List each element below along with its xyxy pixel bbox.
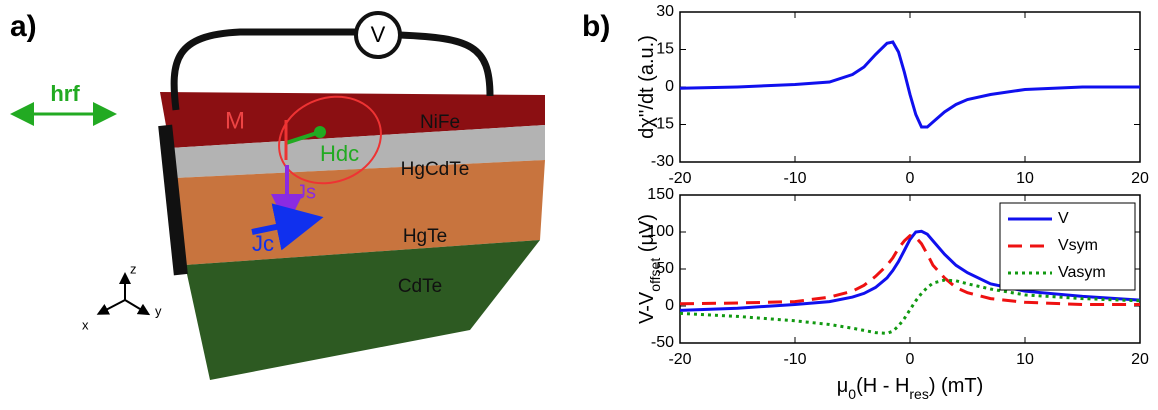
y-tick-label: -30 [651,153,674,170]
layer-label: CdTe [398,276,442,297]
hdc-label: Hdc [320,141,359,166]
y-tick-label: 30 [656,3,674,20]
x-tick-label: 0 [906,170,915,187]
label-part: (μV) [636,214,658,258]
jc-label: Jc [252,231,274,256]
layer-label: HgTe [403,226,447,247]
subscript: res [909,386,928,402]
x-tick-label: 20 [1131,170,1149,187]
y-tick-label: 15 [656,41,674,58]
legend-label: V [1058,210,1069,227]
axes-triad [102,278,145,312]
page: {"panel_a": {"label": "a)", "voltmeter":… [0,0,1158,410]
y-tick-label: 0 [665,297,674,314]
label-part: (H - H [856,375,909,397]
x-tick-label: -10 [783,351,806,368]
js-label: Js [296,181,316,203]
y-tick-label: 0 [665,78,674,95]
panel-label: a) [10,10,37,43]
y-tick-label: -50 [651,334,674,351]
subscript: 0 [848,386,856,402]
x-tick-label: -10 [783,170,806,187]
label-part: V-V [636,291,658,324]
device: V z y x NiFe HgCdTe HgTe CdTe hrf M Hdc … [22,13,545,380]
panel-label: b) [582,10,610,43]
y-tick-label: 150 [647,186,674,203]
x-tick-label: 10 [1016,170,1034,187]
hrf-label: hrf [50,81,80,106]
legend-label: Vsym [1058,237,1098,254]
m-label: M [225,107,245,134]
label-part: dχ''/dt (a.u.) [636,35,658,139]
label-part: μ [837,375,849,397]
x-tick-label: 20 [1131,351,1149,368]
legend-label: Vasym [1058,264,1106,281]
x-tick-label: 10 [1016,351,1034,368]
x-tick-label: -20 [668,351,691,368]
layer-label: NiFe [420,112,460,133]
hdc-head [314,126,326,138]
subscript: offset [647,258,663,292]
voltmeter-label: V [371,22,386,47]
label-part: ) (mT) [929,375,983,397]
axis-z: z [130,261,137,276]
data-line [680,42,1140,127]
axis-y: y [155,303,162,318]
x-tick-label: 0 [906,351,915,368]
x-axis-label: μ0(H - Hres) (mT) [837,375,984,401]
axis-x: x [82,317,89,332]
figure: a) V z y x NiFe HgCdTe HgTe CdTe hrf M H… [0,0,1158,410]
y-axis-label: dχ''/dt (a.u.) [636,35,658,139]
layer-label: HgCdTe [401,159,470,180]
x-tick-label: -20 [668,170,691,187]
